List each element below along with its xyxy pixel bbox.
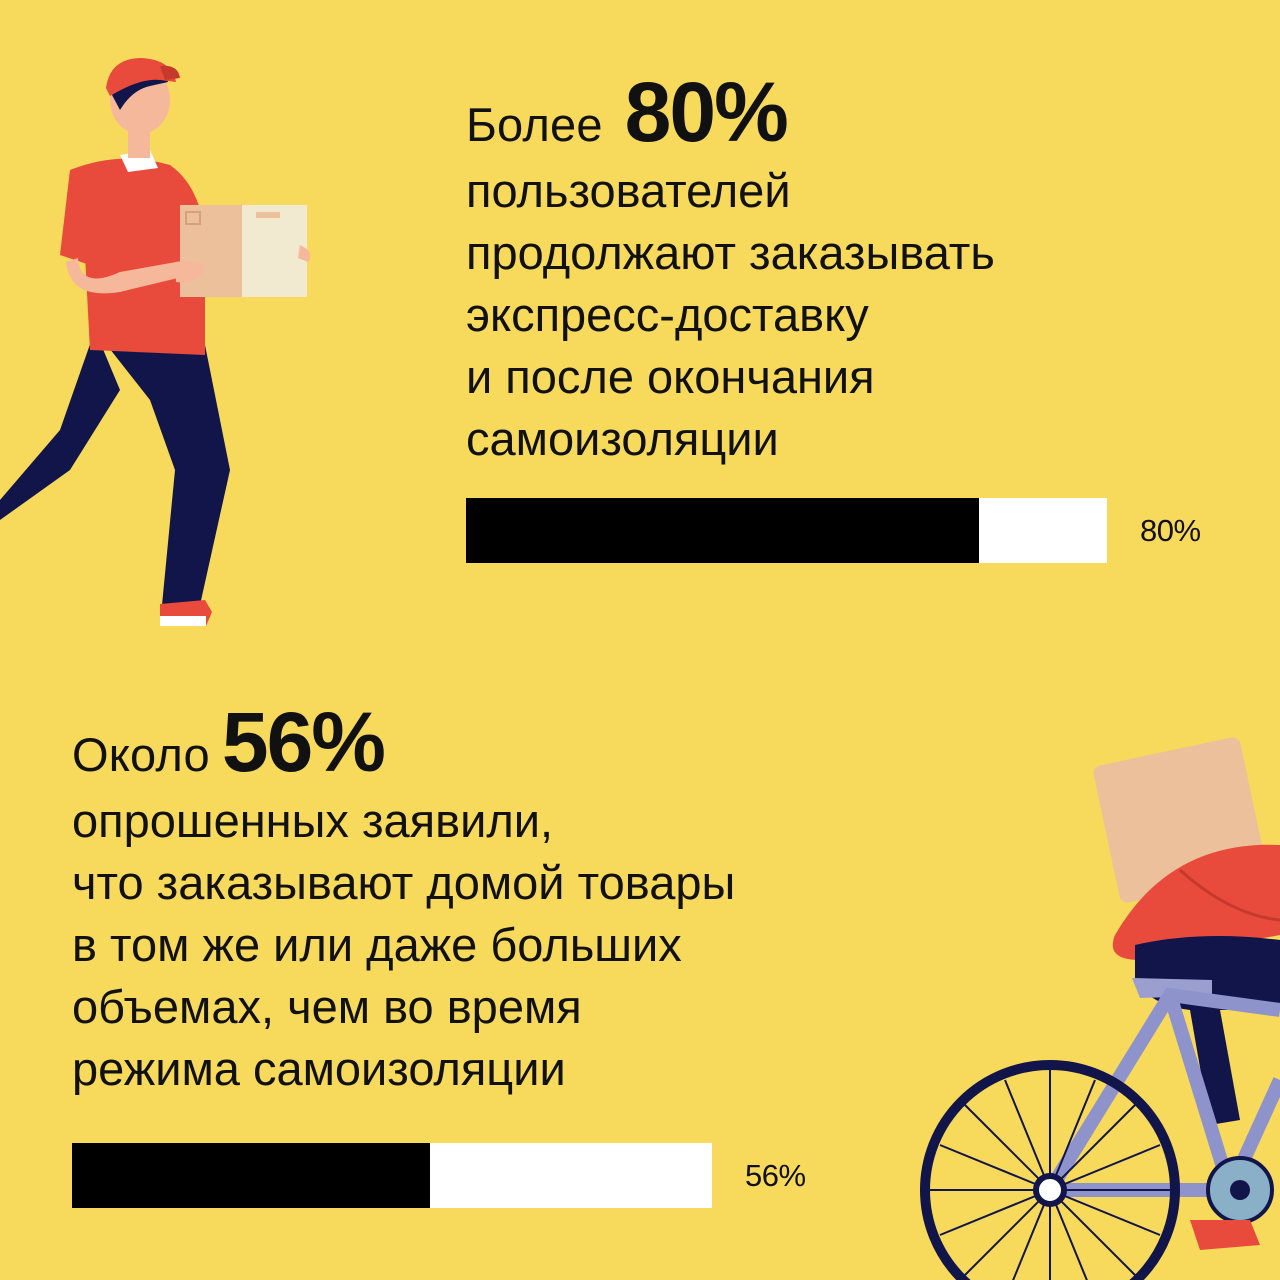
stat-description-line: объемах, чем во время xyxy=(72,980,582,1033)
bicycle-courier-icon xyxy=(920,737,1280,1280)
stat-headline: Более 80% xyxy=(466,70,1246,154)
progress-fill xyxy=(466,498,979,563)
stat-prefix: Более xyxy=(466,98,603,151)
stat-description-line: режима самоизоляции xyxy=(72,1042,566,1095)
stat-description-line: и после окончания xyxy=(466,350,875,403)
stat-headline: Около 56% xyxy=(72,700,892,784)
courier-with-box-icon xyxy=(0,58,311,626)
stat-description: опрошенных заявили, что заказывают домой… xyxy=(72,790,892,1100)
stat-block-home-orders: Около 56% опрошенных заявили, что заказыв… xyxy=(72,700,892,1100)
progress-track xyxy=(72,1143,712,1208)
progress-label: 56% xyxy=(745,1157,806,1193)
progress-bar-home-orders: 56% xyxy=(72,1143,806,1208)
stat-description-line: в том же или даже больших xyxy=(72,918,682,971)
stat-description-line: опрошенных заявили, xyxy=(72,794,554,847)
stat-prefix: Около xyxy=(72,728,210,781)
stat-description-line: продолжают заказывать xyxy=(466,226,995,279)
stat-description: пользователей продолжают заказывать эксп… xyxy=(466,160,1246,470)
progress-bar-express-delivery: 80% xyxy=(466,498,1201,563)
progress-fill xyxy=(72,1143,431,1208)
progress-label: 80% xyxy=(1140,512,1201,548)
stat-block-express-delivery: Более 80% пользователей продолжают заказы… xyxy=(466,70,1246,470)
progress-track xyxy=(466,498,1107,563)
stat-description-line: экспресс-доставку xyxy=(466,288,869,341)
stat-description-line: самоизоляции xyxy=(466,412,779,465)
stat-description-line: что заказывают домой товары xyxy=(72,856,736,909)
stat-big-number: 56% xyxy=(221,695,386,789)
stat-description-line: пользователей xyxy=(466,164,791,217)
stat-big-number: 80% xyxy=(624,65,789,159)
